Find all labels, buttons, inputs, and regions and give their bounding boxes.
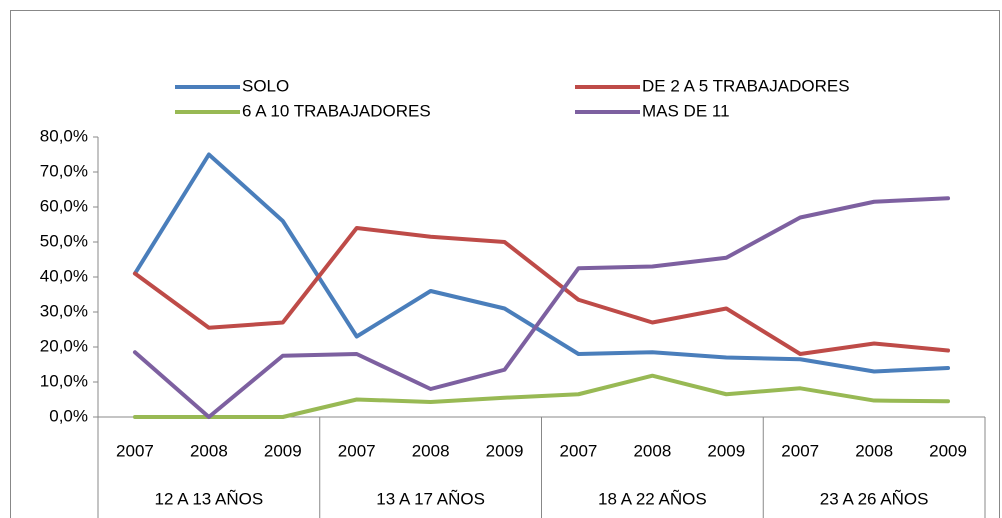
series-line [132,226,951,356]
legend-label: DE 2 A 5 TRABAJADORES [642,76,850,95]
x-tick-label: 2009 [707,441,745,460]
legend-label: 6 A 10 TRABAJADORES [242,101,431,120]
y-tick-label: 80,0% [40,126,88,145]
x-tick-label: 2008 [190,441,228,460]
x-tick-label: 2007 [560,441,598,460]
y-tick-label: 30,0% [40,301,88,320]
x-tick-label: 2009 [929,441,967,460]
group-label: 12 A 13 AÑOS [155,489,264,508]
x-tick-label: 2009 [264,441,302,460]
group-label: 23 A 26 AÑOS [820,489,929,508]
y-tick-label: 40,0% [40,266,88,285]
x-tick-label: 2009 [486,441,524,460]
y-tick-label: 0,0% [49,406,88,425]
group-label: 13 A 17 AÑOS [376,489,485,508]
y-tick-label: 10,0% [40,371,88,390]
y-tick-label: 70,0% [40,161,88,180]
series-line [132,152,951,374]
x-tick-label: 2008 [855,441,893,460]
group-label: 18 A 22 AÑOS [598,489,707,508]
x-tick-label: 2007 [116,441,154,460]
x-tick-label: 2008 [633,441,671,460]
legend-label: SOLO [242,76,289,95]
y-tick-label: 50,0% [40,231,88,250]
y-tick-label: 60,0% [40,196,88,215]
chart-border [10,10,1000,518]
x-tick-label: 2007 [338,441,376,460]
series-line [132,196,951,419]
series-line [132,373,951,419]
x-tick-label: 2008 [412,441,450,460]
x-tick-label: 2007 [781,441,819,460]
y-tick-label: 20,0% [40,336,88,355]
legend-label: MAS DE 11 [642,101,730,120]
